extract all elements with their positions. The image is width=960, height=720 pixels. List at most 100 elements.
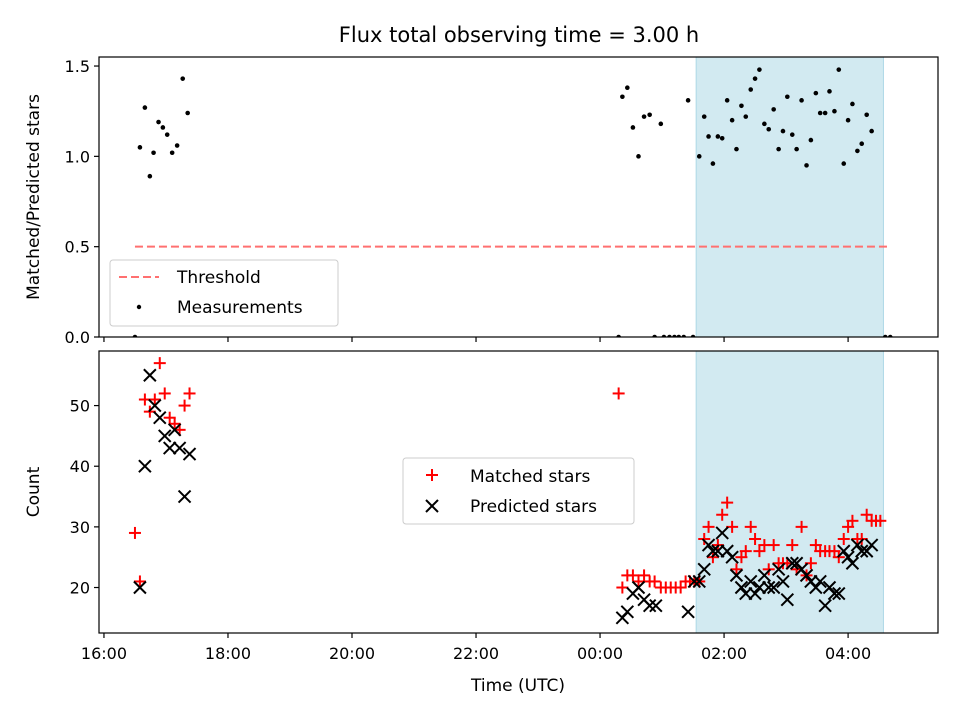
matched-star-marker	[612, 387, 625, 400]
matched-star-marker	[846, 514, 859, 527]
matched-star-marker	[721, 496, 734, 509]
measurement-point	[625, 85, 630, 91]
predicted-star-marker	[837, 544, 851, 558]
predicted-star-marker	[776, 574, 790, 589]
measurement-point	[636, 154, 641, 159]
matched-star-marker	[133, 575, 146, 588]
bottom-shaded-band	[695, 350, 884, 634]
threshold-legend-label: Threshold	[176, 268, 261, 288]
measurement-point	[850, 101, 855, 107]
predicted-star-marker	[148, 398, 162, 413]
top-shaded-band	[695, 56, 884, 338]
bottom-axes-frame	[98, 350, 939, 634]
matched-star-marker	[767, 539, 780, 552]
measurement-point	[822, 110, 828, 116]
measurement-point	[752, 76, 758, 81]
matched-star-marker	[183, 387, 196, 400]
predicted-star-marker	[681, 605, 695, 619]
matched-star-marker	[837, 533, 850, 545]
measurement-point	[748, 87, 754, 92]
measurement-point	[785, 94, 790, 100]
bottom-plot-area	[128, 357, 887, 625]
bottom-xtick-label: 00:00	[577, 644, 623, 663]
predicted-legend-label: Predicted stars	[470, 497, 597, 517]
predicted-star-marker	[172, 441, 187, 455]
predicted-star-marker	[725, 550, 739, 564]
matched-star-marker	[674, 581, 687, 594]
top-ylabel: Matched/Predicted stars	[24, 94, 44, 300]
matched-star-marker	[744, 520, 757, 533]
matched-star-marker	[762, 563, 775, 576]
matched-star-marker	[178, 399, 191, 412]
predicted-star-marker	[701, 538, 716, 552]
bottom-xlabel: Time (UTC)	[470, 676, 565, 696]
measurements-legend-swatch	[136, 304, 142, 310]
measurement-point	[776, 146, 781, 152]
matched-star-marker	[842, 520, 855, 533]
predicted-star-marker	[649, 599, 663, 613]
measurement-point	[151, 150, 156, 156]
predicted-star-marker	[845, 556, 860, 570]
predicted-star-marker	[138, 459, 152, 473]
predicted-star-marker	[855, 544, 869, 558]
measurement-point	[813, 90, 819, 96]
measurement-point	[169, 150, 175, 156]
bottom-ytick-label: 20	[70, 579, 90, 598]
bottom-ylabel: Count	[24, 466, 44, 517]
predicted-star-marker	[827, 586, 842, 601]
bottom-legend-box	[402, 457, 635, 525]
measurement-point	[734, 146, 739, 152]
measurement-point	[174, 143, 180, 148]
measurement-point	[185, 110, 190, 116]
predicted-star-marker	[864, 538, 879, 552]
matched-star-marker	[749, 533, 762, 545]
matched-star-marker	[860, 508, 873, 521]
measurement-point	[799, 98, 804, 103]
measurement-point	[794, 146, 799, 152]
bottom-xtick-label: 16:00	[81, 644, 127, 663]
matched-star-marker	[626, 569, 639, 582]
predicted-star-marker	[620, 605, 635, 619]
predicted-star-marker	[729, 568, 744, 583]
top-ytick-label: 1.5	[65, 57, 90, 76]
predicted-star-marker	[766, 580, 781, 595]
figure-title: Flux total observing time = 3.00 h	[339, 23, 699, 47]
matched-star-marker	[809, 539, 822, 552]
predicted-star-marker	[785, 556, 799, 570]
bottom-xtick-label: 20:00	[329, 644, 375, 663]
measurement-point	[859, 141, 865, 147]
measurement-point	[743, 114, 749, 119]
measurement-point	[836, 67, 842, 72]
predicted-star-marker	[813, 574, 827, 589]
predicted-star-marker	[133, 580, 147, 595]
matched-star-marker	[795, 520, 808, 533]
measurement-point	[160, 125, 166, 130]
top-legend: Threshold Measurements	[109, 259, 339, 327]
top-axes-frame	[98, 56, 939, 338]
measurement-point	[719, 135, 725, 141]
measurement-point	[804, 163, 809, 168]
matched-legend-swatch	[426, 469, 438, 481]
bottom-xtick-label: 22:00	[453, 644, 499, 663]
predicted-star-marker	[850, 538, 865, 552]
top-ytick-label: 0.0	[65, 328, 90, 347]
predicted-star-marker	[771, 562, 786, 577]
measurement-point	[855, 148, 860, 154]
predicted-star-marker	[762, 580, 776, 595]
predicted-star-marker	[143, 368, 157, 382]
measurement-point	[739, 103, 744, 109]
bottom-xtick-label: 02:00	[701, 644, 747, 663]
measurement-point	[706, 134, 711, 139]
matched-legend-label: Matched stars	[470, 467, 590, 487]
top-ytick-label: 1.0	[65, 147, 90, 166]
predicted-star-marker	[757, 568, 772, 583]
predicted-star-marker	[809, 580, 823, 595]
measurement-point	[142, 105, 148, 110]
bottom-ytick-label: 30	[70, 518, 90, 537]
matched-star-marker	[730, 563, 743, 576]
measurement-point	[180, 76, 186, 81]
measurement-point	[724, 98, 730, 103]
predicted-star-marker	[631, 580, 646, 595]
bottom-xtick-label: 04:00	[825, 644, 871, 663]
